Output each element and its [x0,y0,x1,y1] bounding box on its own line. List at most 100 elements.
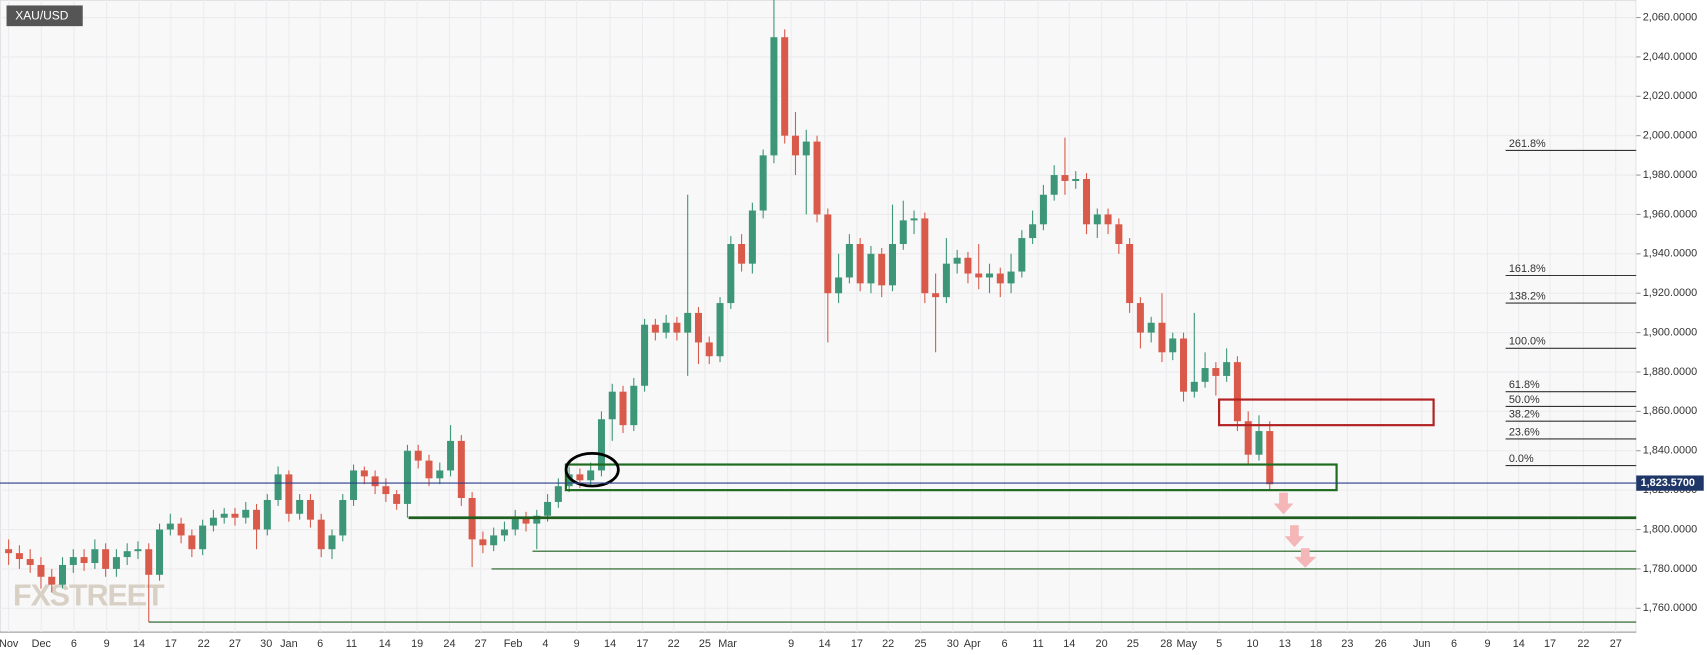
candle-body [447,440,455,471]
x-tick-label: 25 [699,638,711,650]
candle-body [15,553,23,560]
arrow [1284,525,1305,548]
symbol-badge [6,5,83,27]
candle-body [705,342,713,357]
candle-body [112,557,120,569]
x-tick-label: Jun [1413,638,1431,650]
x-tick-label: Apr [964,638,981,650]
candle-body [1029,224,1037,239]
down-arrows [1273,492,1317,568]
candle-body [522,517,530,524]
candle-body [199,525,207,550]
candle-body [651,324,659,333]
candle-body [5,549,13,554]
candle-body [1201,368,1209,382]
candle-body [759,155,767,211]
candle-body [1039,194,1047,225]
fib-label: 261.8% [1509,138,1546,150]
candle-body [1169,338,1177,353]
fib-label: 38.2% [1509,409,1540,421]
candle-body [716,303,724,357]
candle-body [608,391,616,420]
candle-body [328,535,336,550]
candle-body [37,564,45,577]
x-tick-label: 28 [1160,638,1172,650]
candle-body [1233,362,1241,422]
x-tick-label: 4 [542,638,548,650]
x-tick-label: 26 [1375,638,1387,650]
candle-body [835,277,843,294]
x-tick-label: 9 [104,638,110,650]
candle-body [845,243,853,278]
y-tick-label: 1,880.0000 [1643,366,1697,378]
y-tick-label: 2,020.0000 [1643,90,1697,102]
y-tick-label: 2,040.0000 [1643,51,1697,63]
candle-body [425,460,433,479]
candle-body [479,539,487,546]
fib-label: 50.0% [1509,394,1540,406]
candle-body [986,273,994,278]
fib-label: 161.8% [1509,263,1546,275]
candle-body [500,529,508,536]
x-tick-label: 11 [346,638,357,650]
candle-body [1244,421,1252,455]
x-tick-label: 11 [1032,638,1043,650]
candle-body [1104,214,1112,225]
candle-body [1136,303,1144,333]
candle-body [727,243,735,304]
candle-body [1266,431,1274,485]
fib-label: 0.0% [1509,453,1534,465]
candle-body [791,135,799,156]
candle-body [576,474,584,481]
candle-body [770,37,778,156]
x-tick-label: 17 [165,638,177,650]
x-tick-label: 14 [133,638,145,650]
x-tick-label: 27 [475,638,487,650]
candle-body [231,513,239,518]
candle-body [802,141,810,156]
y-tick-label: 1,900.0000 [1643,326,1697,338]
candle-body [748,210,756,264]
x-tick-label: 9 [574,638,580,650]
candle-body [1255,431,1263,455]
candle-body [694,312,702,343]
candle-body [554,486,562,502]
y-axis-area [1636,0,1707,655]
x-tick-label: Nov [0,638,19,650]
x-tick-label: 6 [1451,638,1457,650]
zone-box [564,463,1338,492]
candle-body [134,549,142,552]
candle-body [91,549,99,563]
candle-body [975,273,983,278]
candle-body [511,517,519,530]
candle-body [565,474,573,487]
y-tick-label: 1,980.0000 [1643,169,1697,181]
x-tick-label: 6 [1002,638,1008,650]
candle-body [1147,322,1155,333]
candle-body [813,141,821,215]
x-tick-label: 24 [443,638,455,650]
x-tick-label: 22 [668,638,680,650]
candle-body [436,470,444,479]
x-tick-label: Dec [32,638,52,650]
candle-body [1190,381,1198,392]
candle-body [263,499,271,530]
candle-body [350,470,358,500]
candle-body [1223,362,1231,376]
candle-body [1093,214,1101,225]
candle-body [26,559,34,565]
y-tick-label: 1,780.0000 [1643,563,1697,575]
candle-body [253,509,261,530]
logo: FXSTREET [13,578,165,612]
y-tick-label: 1,940.0000 [1643,248,1697,260]
y-tick-label: 1,840.0000 [1643,445,1697,457]
highlight-circle [564,452,620,488]
x-tick-label: 13 [1279,638,1291,650]
candle-body [80,557,88,563]
marks: 261.8% 161.8% 138.2% 100.0% 61.8% 50.0% 38.2% 2… [5,0,1637,623]
fib-label: 100.0% [1509,336,1546,348]
candle-body [1212,368,1220,376]
candle-body [274,474,282,500]
candle-body [371,476,379,487]
x-tick-label: 17 [1544,638,1556,650]
